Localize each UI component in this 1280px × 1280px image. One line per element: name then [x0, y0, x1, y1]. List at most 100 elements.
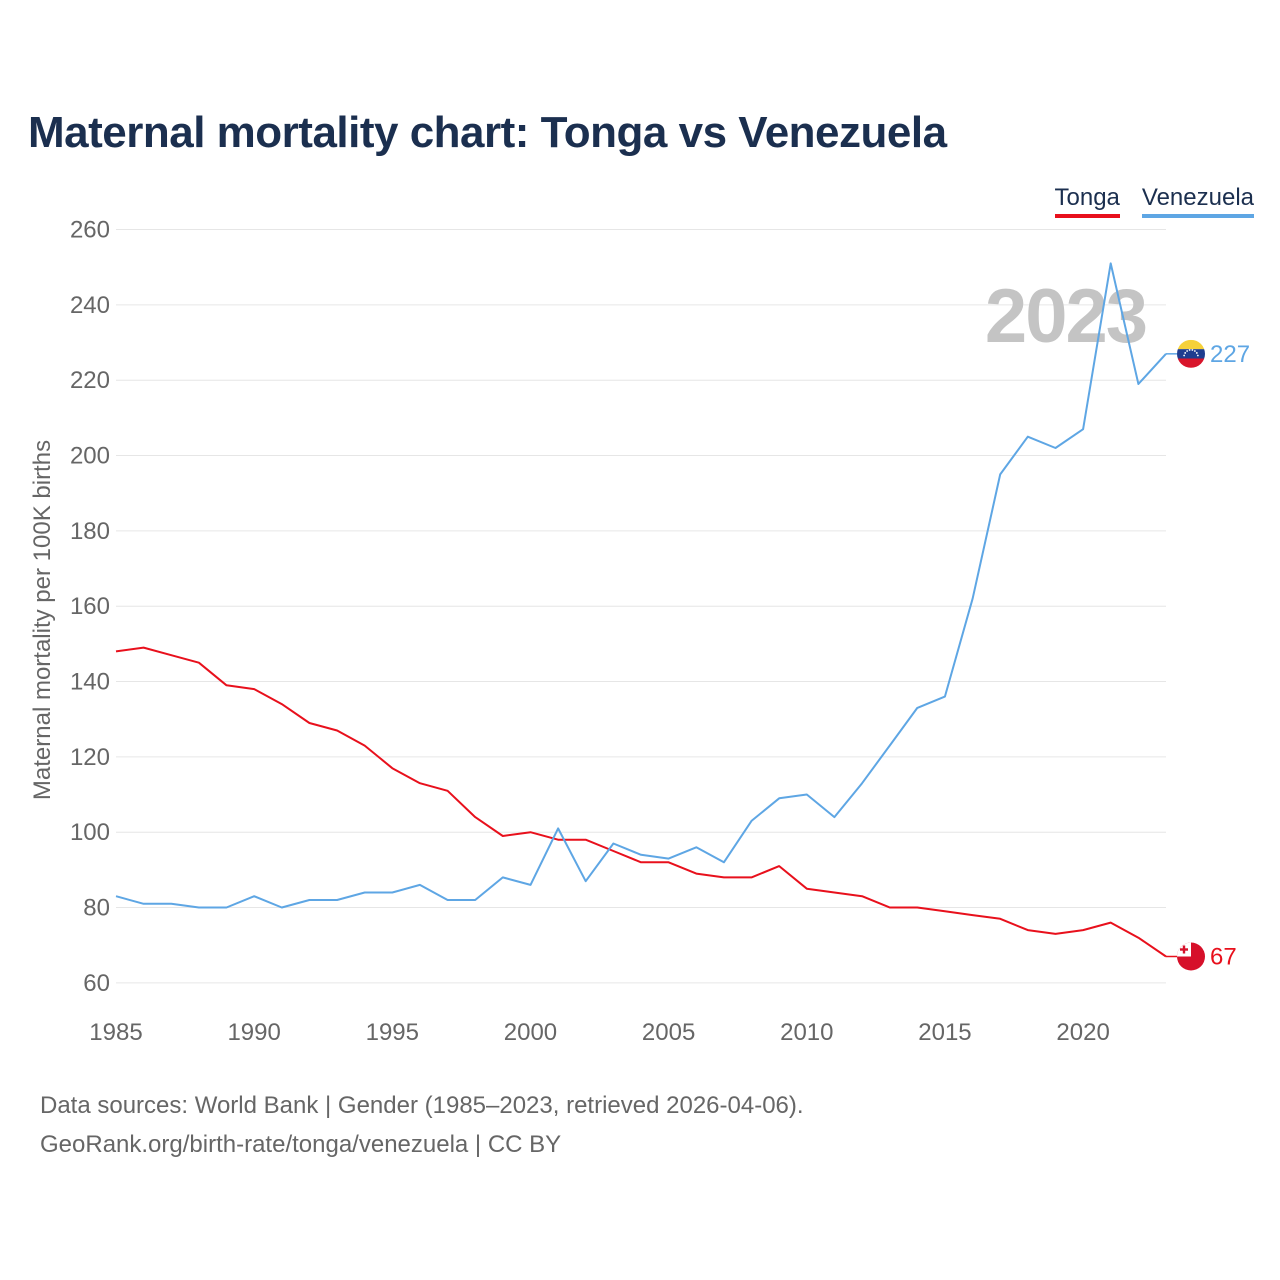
- data-point-venezuela[interactable]: [279, 905, 285, 911]
- data-point-venezuela[interactable]: [224, 905, 230, 911]
- data-point-tonga[interactable]: [168, 652, 174, 658]
- x-tick-label: 2015: [918, 1019, 971, 1046]
- tonga-flag-icon: [1177, 942, 1205, 971]
- data-point-tonga[interactable]: [445, 788, 451, 794]
- data-point-venezuela[interactable]: [472, 897, 478, 903]
- data-point-tonga[interactable]: [1052, 931, 1058, 937]
- data-point-tonga[interactable]: [196, 660, 202, 666]
- x-tick-label: 2005: [642, 1019, 695, 1046]
- end-value-label-venezuela: 227: [1210, 341, 1250, 368]
- data-point-venezuela[interactable]: [555, 825, 561, 831]
- data-point-venezuela[interactable]: [500, 874, 506, 880]
- data-point-venezuela[interactable]: [776, 795, 782, 801]
- data-point-venezuela[interactable]: [306, 897, 312, 903]
- data-point-venezuela[interactable]: [445, 897, 451, 903]
- data-point-tonga[interactable]: [1135, 935, 1141, 941]
- data-point-venezuela[interactable]: [610, 841, 616, 847]
- data-point-tonga[interactable]: [1080, 927, 1086, 933]
- data-point-venezuela[interactable]: [141, 901, 147, 907]
- data-point-venezuela[interactable]: [527, 882, 533, 888]
- data-point-tonga[interactable]: [555, 837, 561, 843]
- source-line-1: Data sources: World Bank | Gender (1985–…: [40, 1092, 804, 1119]
- data-point-venezuela[interactable]: [721, 859, 727, 865]
- data-point-tonga[interactable]: [804, 886, 810, 892]
- data-point-tonga[interactable]: [831, 889, 837, 895]
- data-point-tonga[interactable]: [362, 743, 368, 749]
- y-tick-label: 80: [83, 895, 110, 922]
- data-point-tonga[interactable]: [500, 833, 506, 839]
- data-point-tonga[interactable]: [887, 905, 893, 911]
- y-tick-label: 220: [70, 367, 110, 394]
- data-point-tonga[interactable]: [721, 874, 727, 880]
- series-line-tonga[interactable]: [115, 646, 1167, 958]
- series-line-venezuela[interactable]: [115, 262, 1167, 909]
- end-value-label-tonga: 67: [1210, 944, 1237, 971]
- line-chart: 60 80 100 120 140 160 180 200 220 240 260 1985 1990…: [29, 217, 1250, 1046]
- data-point-tonga[interactable]: [1025, 927, 1031, 933]
- data-point-venezuela[interactable]: [251, 893, 257, 899]
- data-point-tonga[interactable]: [527, 829, 533, 835]
- y-tick-label: 100: [70, 819, 110, 846]
- data-point-venezuela[interactable]: [749, 818, 755, 824]
- data-point-tonga[interactable]: [638, 859, 644, 865]
- data-point-tonga[interactable]: [942, 908, 948, 914]
- data-point-tonga[interactable]: [749, 874, 755, 880]
- data-point-venezuela[interactable]: [914, 705, 920, 711]
- data-point-venezuela[interactable]: [804, 792, 810, 798]
- data-point-tonga[interactable]: [693, 871, 699, 877]
- y-tick-label: 240: [70, 292, 110, 319]
- data-point-tonga[interactable]: [1108, 920, 1114, 926]
- data-point-venezuela[interactable]: [970, 596, 976, 602]
- data-point-tonga[interactable]: [141, 645, 147, 651]
- legend-item-tonga[interactable]: Tonga: [1054, 184, 1120, 218]
- data-point-venezuela[interactable]: [638, 852, 644, 858]
- data-point-venezuela[interactable]: [831, 814, 837, 820]
- legend-item-venezuela[interactable]: Venezuela: [1141, 184, 1254, 218]
- data-point-venezuela[interactable]: [168, 901, 174, 907]
- data-point-venezuela[interactable]: [583, 878, 589, 884]
- data-point-venezuela[interactable]: [1025, 434, 1031, 440]
- data-point-tonga[interactable]: [279, 701, 285, 707]
- data-point-venezuela[interactable]: [859, 780, 865, 786]
- x-tick-label: 1995: [366, 1019, 419, 1046]
- data-point-venezuela[interactable]: [997, 471, 1003, 477]
- data-point-venezuela[interactable]: [693, 844, 699, 850]
- legend: Tonga Venezuela: [1054, 184, 1254, 218]
- data-point-venezuela[interactable]: [113, 893, 119, 899]
- data-point-tonga[interactable]: [914, 905, 920, 911]
- y-tick-label: 60: [83, 970, 110, 997]
- year-watermark: 2023: [985, 274, 1146, 359]
- data-point-venezuela[interactable]: [334, 897, 340, 903]
- data-point-venezuela[interactable]: [1135, 381, 1141, 387]
- data-point-tonga[interactable]: [306, 720, 312, 726]
- data-point-venezuela[interactable]: [887, 743, 893, 749]
- data-point-venezuela[interactable]: [1080, 426, 1086, 432]
- y-tick-label: 160: [70, 593, 110, 620]
- data-point-tonga[interactable]: [610, 848, 616, 854]
- data-point-tonga[interactable]: [417, 780, 423, 786]
- data-point-tonga[interactable]: [997, 916, 1003, 922]
- data-point-tonga[interactable]: [776, 863, 782, 869]
- data-point-venezuela[interactable]: [196, 905, 202, 911]
- data-point-tonga[interactable]: [472, 814, 478, 820]
- data-point-tonga[interactable]: [334, 728, 340, 734]
- data-point-venezuela[interactable]: [417, 882, 423, 888]
- data-point-tonga[interactable]: [859, 893, 865, 899]
- data-point-venezuela[interactable]: [1108, 260, 1114, 266]
- data-point-tonga[interactable]: [389, 765, 395, 771]
- data-point-tonga[interactable]: [583, 837, 589, 843]
- y-axis-label: Maternal mortality per 100K births: [29, 440, 56, 800]
- data-point-venezuela[interactable]: [666, 856, 672, 862]
- source-line-2[interactable]: GeoRank.org/birth-rate/tonga/venezuela |…: [40, 1131, 562, 1158]
- data-point-tonga[interactable]: [113, 648, 119, 654]
- y-tick-label: 180: [70, 518, 110, 545]
- data-point-venezuela[interactable]: [362, 889, 368, 895]
- data-point-venezuela[interactable]: [942, 694, 948, 700]
- data-point-tonga[interactable]: [970, 912, 976, 918]
- x-tick-label: 2020: [1056, 1019, 1109, 1046]
- data-point-venezuela[interactable]: [1052, 445, 1058, 451]
- data-point-tonga[interactable]: [224, 682, 230, 688]
- data-point-tonga[interactable]: [251, 686, 257, 692]
- venezuela-flag-icon: [1177, 339, 1205, 368]
- data-point-venezuela[interactable]: [389, 889, 395, 895]
